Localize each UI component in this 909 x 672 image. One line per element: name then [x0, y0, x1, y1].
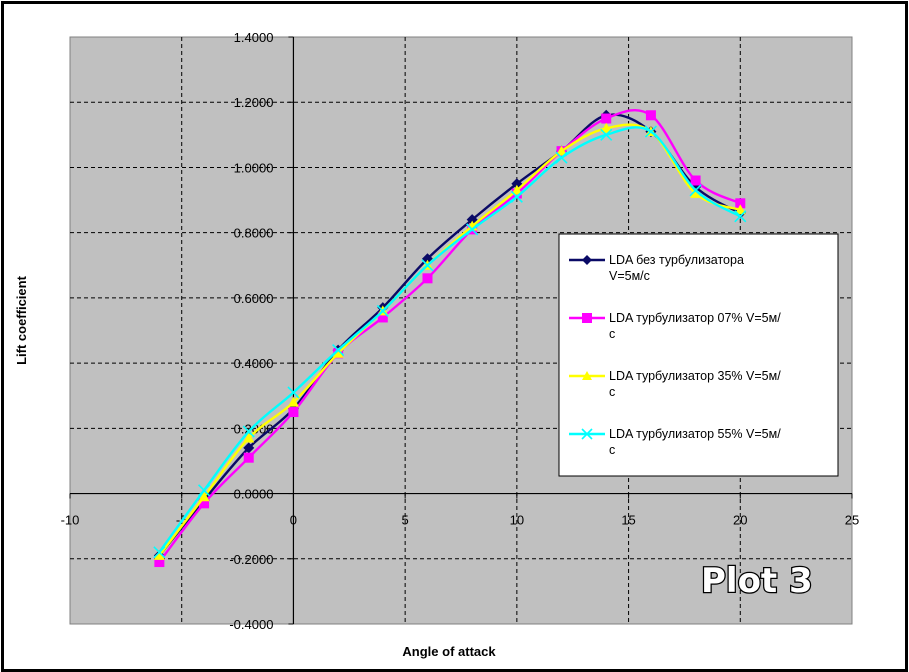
- data-point: [510, 190, 523, 203]
- data-point: [466, 223, 479, 236]
- legend-item-4: LDA турбулизатор 55% V=5м/с: [569, 427, 781, 457]
- x-axis-title: Angle of attack: [402, 644, 496, 659]
- y-tick-label: 1.2000: [234, 95, 274, 110]
- y-tick-label: 1.4000: [234, 30, 274, 45]
- data-point: [555, 151, 568, 164]
- x-marker-stroke: [600, 128, 613, 141]
- x-marker-stroke: [555, 151, 568, 164]
- x-marker-stroke: [734, 210, 747, 223]
- legend: LDA без турбулизатора V=5м/с LDA турбулиза…: [558, 233, 839, 477]
- data-point: [197, 484, 211, 497]
- data-point: [600, 128, 613, 141]
- data-point: [377, 312, 388, 323]
- x-tick-label: 0: [290, 513, 297, 528]
- x-tick-label: 15: [621, 513, 635, 528]
- x-marker-stroke: [332, 344, 345, 357]
- data-point: [689, 184, 702, 197]
- data-point: [243, 452, 254, 463]
- series-lines: [153, 108, 747, 568]
- legend-swatch-marker: [581, 428, 593, 440]
- x-tick-label: -10: [61, 513, 80, 528]
- legend-swatch-marker: [582, 313, 592, 323]
- x-marker-stroke: [644, 125, 657, 138]
- data-point: [332, 344, 345, 357]
- data-point: [243, 442, 255, 454]
- data-point: [153, 546, 166, 559]
- data-point: [243, 432, 255, 443]
- x-marker-stroke: [689, 184, 702, 197]
- x-marker-stroke: [153, 546, 166, 559]
- data-point: [690, 175, 701, 186]
- chart-svg: 1.40001.20001.00000.80000.60000.40000.20…: [14, 30, 860, 659]
- x-marker-stroke: [466, 223, 479, 236]
- y-tick-label: 1.0000: [234, 160, 274, 175]
- y-tick-label: -0.4000: [229, 617, 273, 632]
- y-tick-label: 0.4000: [234, 356, 274, 371]
- legend-label-line: LDA без турбулизатора: [609, 253, 744, 267]
- legend-item-3: LDA турбулизатор 35% V=5м/с: [569, 369, 781, 399]
- data-point: [690, 188, 702, 198]
- y-tick-label: 0.0000: [234, 487, 274, 502]
- legend-swatch-marker: [582, 255, 592, 265]
- x-marker-stroke: [287, 386, 300, 399]
- y-tick-label: 0.6000: [234, 291, 274, 306]
- data-point: [600, 122, 612, 133]
- data-point: [735, 198, 746, 209]
- series-4: [153, 125, 747, 559]
- legend-item-1: LDA без турбулизатора V=5м/с: [569, 253, 744, 283]
- x-tick-label: 20: [733, 513, 747, 528]
- y-tick-label: -0.2000: [229, 552, 273, 567]
- data-point: [734, 210, 747, 223]
- legend-label-line: с: [609, 385, 615, 399]
- legend-label-line: V=5м/с: [609, 269, 650, 283]
- data-point: [511, 184, 523, 195]
- x-marker-stroke: [581, 428, 593, 440]
- data-point: [601, 113, 612, 124]
- data-point: [421, 259, 434, 272]
- data-point: [288, 407, 299, 418]
- data-point: [644, 125, 657, 138]
- tick-labels: 1.40001.20001.00000.80000.60000.40000.20…: [61, 30, 860, 632]
- legend-item-2: LDA турбулизатор 07% V=5м/с: [569, 311, 781, 341]
- data-point: [153, 550, 165, 560]
- x-marker-stroke: [421, 259, 434, 272]
- legend-swatch-marker: [582, 371, 592, 380]
- y-axis-title: Lift coefficient: [14, 275, 29, 365]
- x-tick-label: 25: [845, 513, 859, 528]
- data-point: [332, 347, 344, 358]
- y-tick-label: 0.8000: [234, 226, 274, 241]
- data-point: [199, 498, 210, 509]
- x-tick-label: 5: [402, 513, 409, 528]
- data-point: [645, 110, 656, 121]
- data-point: [556, 145, 568, 156]
- data-point: [734, 204, 746, 215]
- data-point: [154, 557, 165, 568]
- x-tick-label: 10: [510, 513, 524, 528]
- data-point: [242, 425, 255, 438]
- legend-label-line: LDA турбулизатор 07% V=5м/: [609, 311, 781, 325]
- data-point: [198, 491, 210, 502]
- data-point: [287, 396, 299, 407]
- data-point: [376, 304, 389, 317]
- x-marker-stroke: [510, 190, 523, 203]
- legend-box: [558, 233, 839, 477]
- data-point: [287, 386, 300, 399]
- legend-label-line: с: [609, 443, 615, 457]
- data-point: [422, 273, 433, 284]
- legend-label-line: LDA турбулизатор 55% V=5м/: [609, 427, 781, 441]
- x-marker-stroke: [376, 304, 389, 317]
- plot-number-badge: Plot 3: [701, 561, 813, 601]
- legend-label-line: с: [609, 327, 615, 341]
- x-marker-stroke: [242, 425, 255, 438]
- legend-label-line: LDA турбулизатор 35% V=5м/: [609, 369, 781, 383]
- x-marker-stroke: [197, 484, 211, 497]
